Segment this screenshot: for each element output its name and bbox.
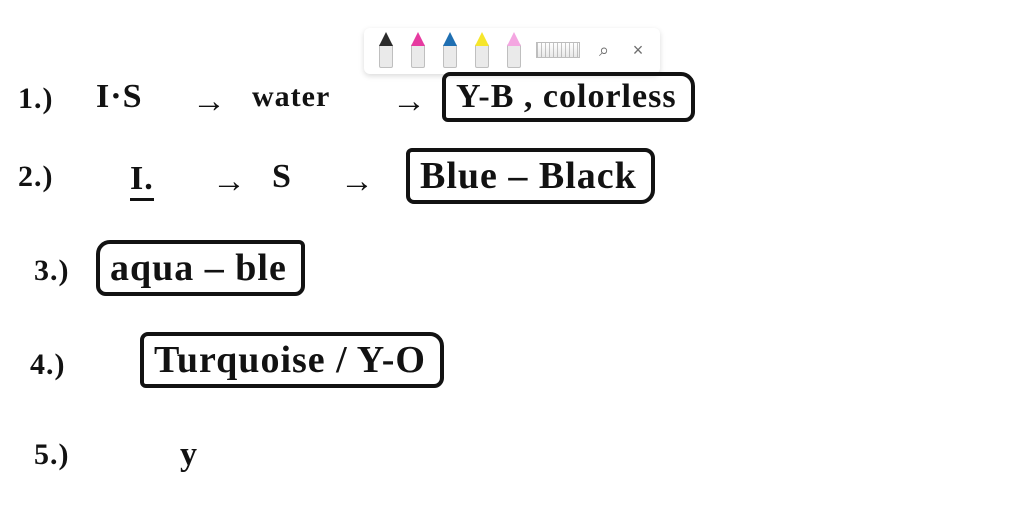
pen-yellow[interactable] bbox=[472, 32, 490, 68]
l3-result-box: aqua – ble bbox=[96, 240, 305, 296]
pen-black[interactable] bbox=[376, 32, 394, 68]
l5-term-a: y bbox=[180, 436, 198, 474]
pen-lightpk[interactable] bbox=[504, 32, 522, 68]
drawing-toolbar: ⌕ × bbox=[364, 28, 660, 74]
list-number-5: 5.) bbox=[34, 438, 70, 472]
l2-term-b: S bbox=[272, 158, 292, 196]
l1-term-b: water bbox=[252, 80, 330, 114]
l2-result-box: Blue – Black bbox=[406, 148, 655, 204]
l2-term-a: I. bbox=[130, 160, 154, 201]
arrow-icon: → bbox=[340, 162, 375, 201]
list-number-4: 4.) bbox=[30, 348, 66, 382]
ruler-tool[interactable] bbox=[536, 42, 580, 58]
list-number-3: 3.) bbox=[34, 254, 70, 288]
list-number-2: 2.) bbox=[18, 160, 54, 194]
pen-pink[interactable] bbox=[408, 32, 426, 68]
arrow-icon: → bbox=[192, 82, 227, 121]
arrow-icon: → bbox=[392, 82, 427, 121]
pen-blue[interactable] bbox=[440, 32, 458, 68]
l1-result-box: Y-B , colorless bbox=[442, 72, 695, 122]
l4-result-box: Turquoise / Y-O bbox=[140, 332, 444, 388]
l1-term-a: I·S bbox=[96, 78, 142, 116]
close-icon[interactable]: × bbox=[628, 40, 648, 60]
arrow-icon: → bbox=[212, 162, 247, 201]
list-number-1: 1.) bbox=[18, 82, 54, 116]
search-icon[interactable]: ⌕ bbox=[594, 40, 614, 60]
